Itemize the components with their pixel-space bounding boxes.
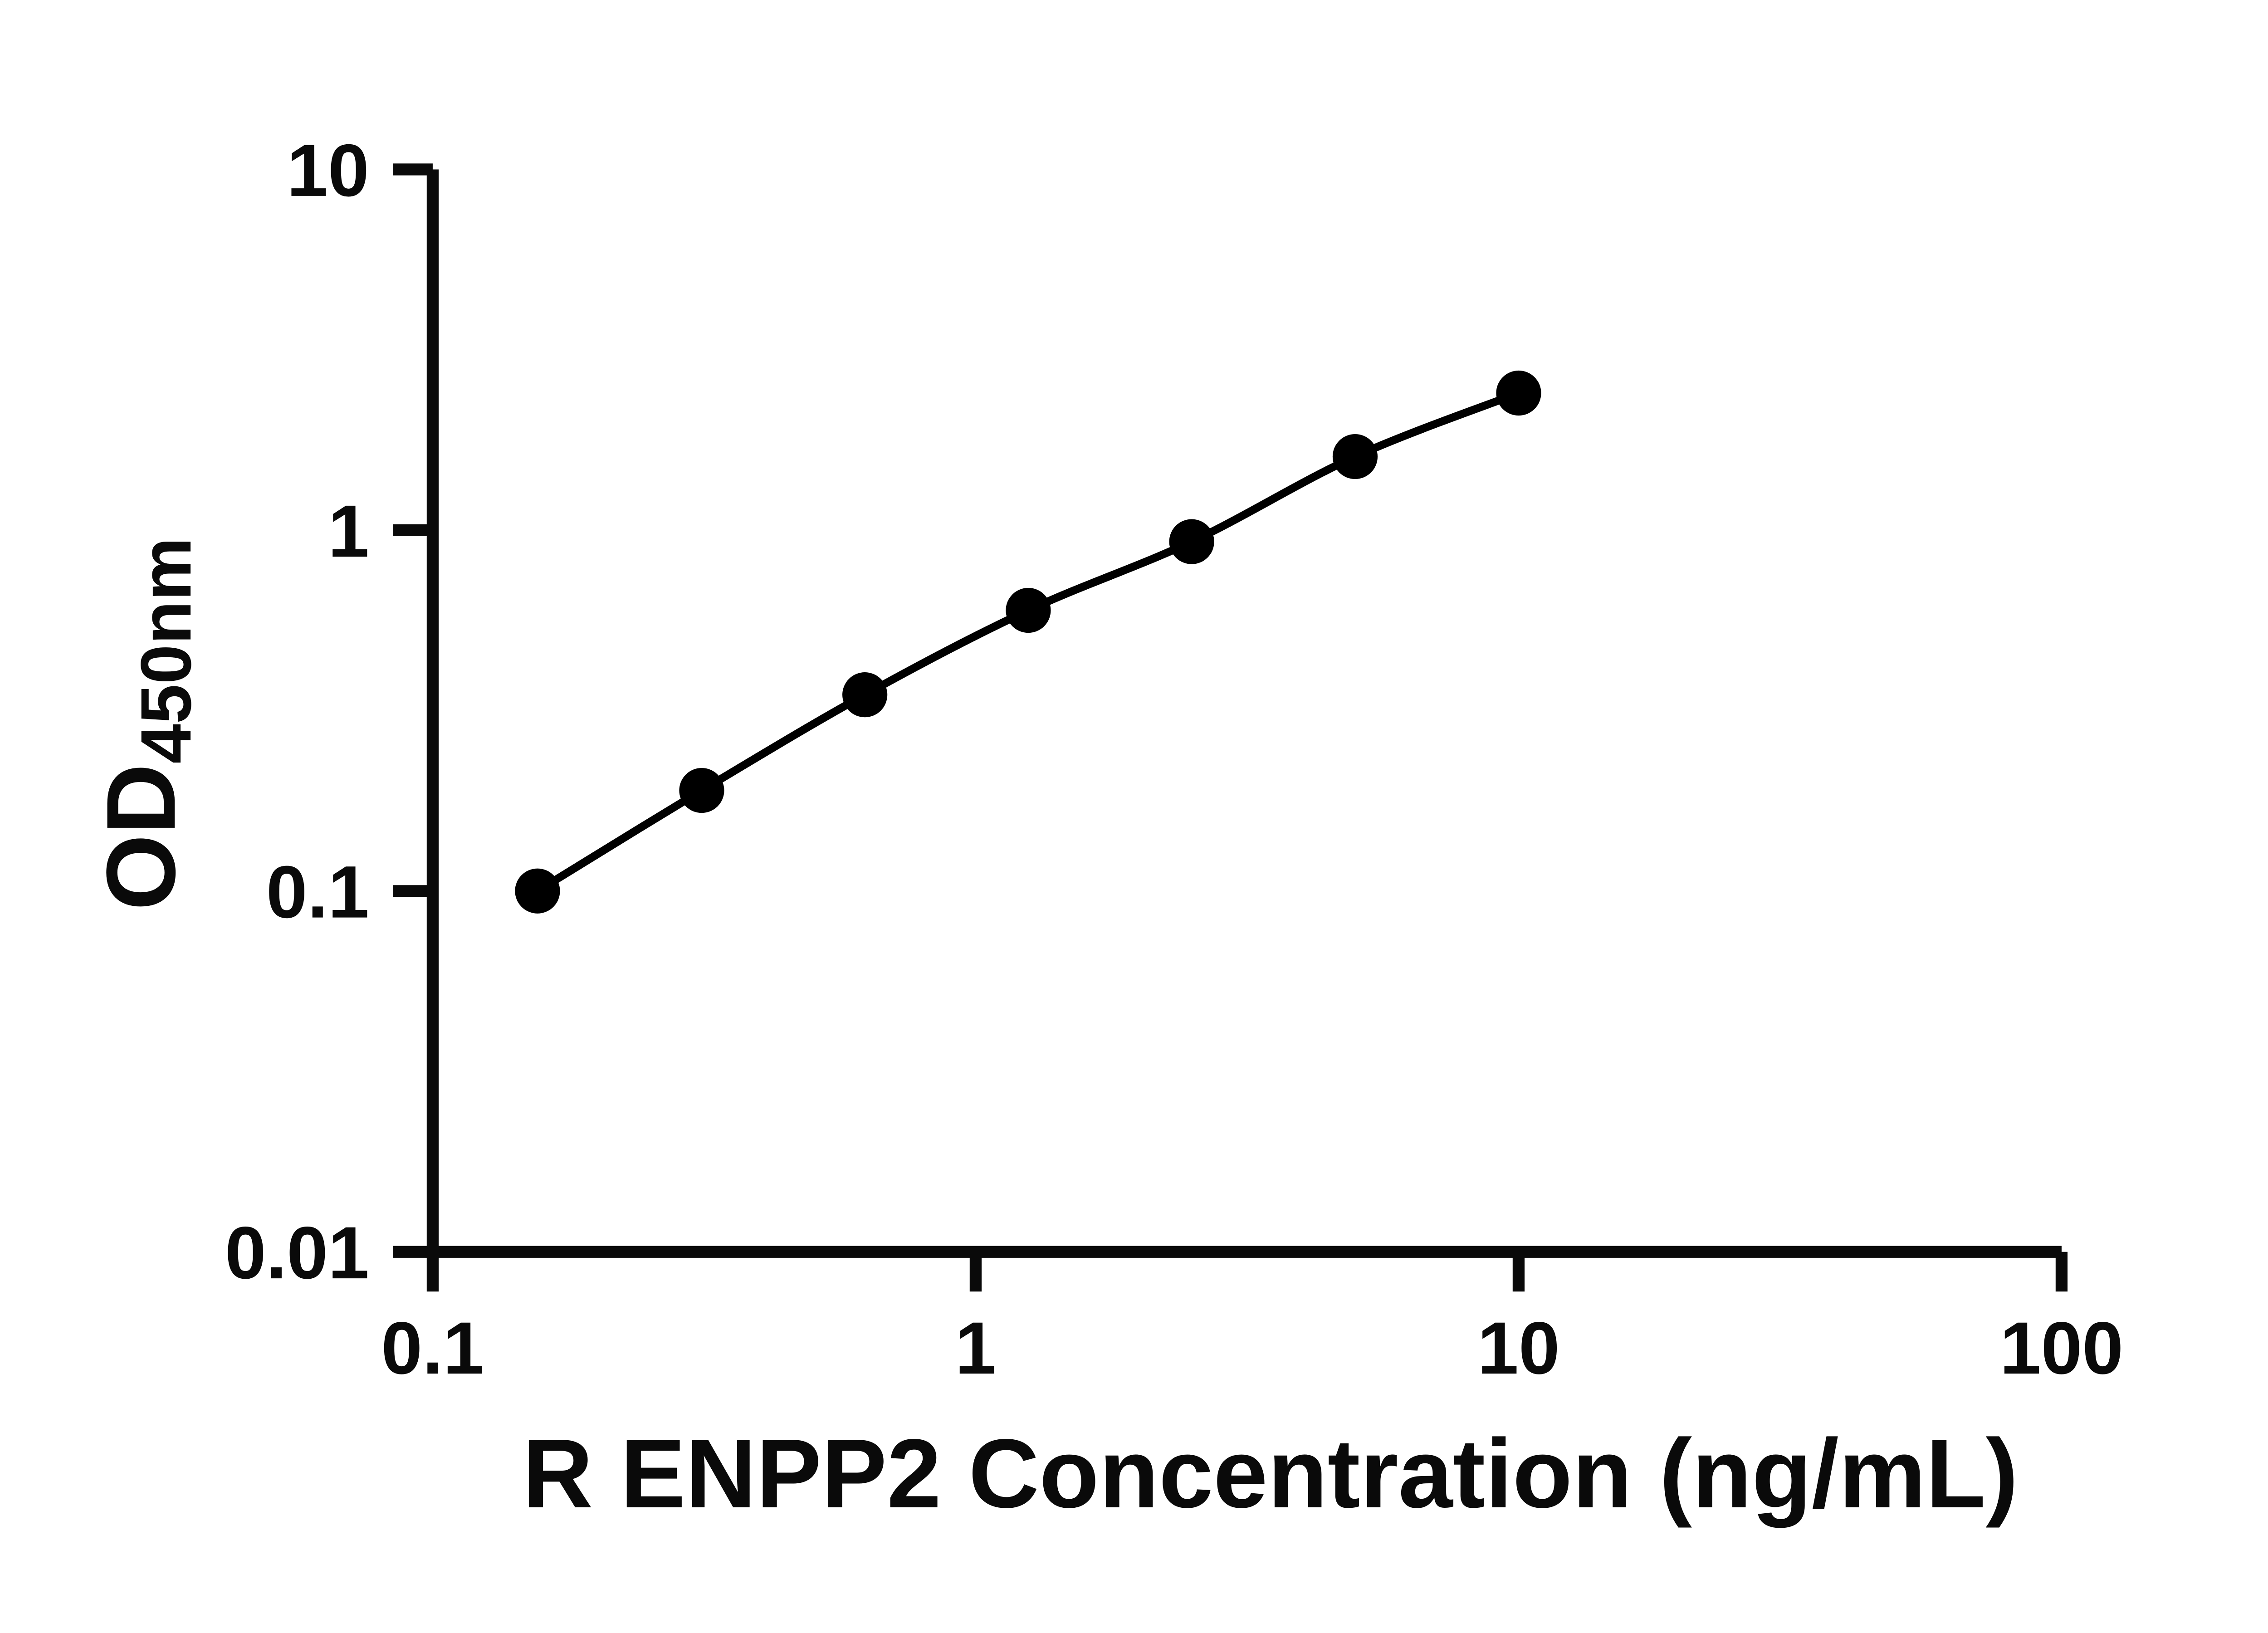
y-axis-title-main: OD: [86, 763, 196, 910]
y-axis-title-sub: 450nm: [126, 537, 206, 763]
x-tick-label: 100: [2000, 1306, 2124, 1389]
x-tick-label: 0.1: [381, 1306, 484, 1389]
y-axis-title: OD450nm: [86, 537, 206, 910]
y-tick-label: 0.01: [225, 1211, 369, 1294]
axes-line: [426, 169, 2062, 1258]
x-axis-title: R ENPP2 Concentration (ng/mL): [522, 1419, 2018, 1528]
data-point: [1006, 587, 1051, 633]
y-tick-label: 1: [328, 489, 369, 572]
x-tick-label: 10: [1477, 1306, 1560, 1389]
data-point: [679, 768, 724, 813]
y-tick-label: 0.1: [266, 851, 369, 934]
data-point: [1169, 519, 1214, 564]
data-point: [515, 868, 560, 914]
data-point: [842, 672, 888, 718]
y-tick-label: 10: [287, 129, 369, 212]
x-tick-label: 1: [955, 1306, 996, 1389]
data-point: [1332, 434, 1378, 479]
data-point: [1496, 370, 1541, 416]
